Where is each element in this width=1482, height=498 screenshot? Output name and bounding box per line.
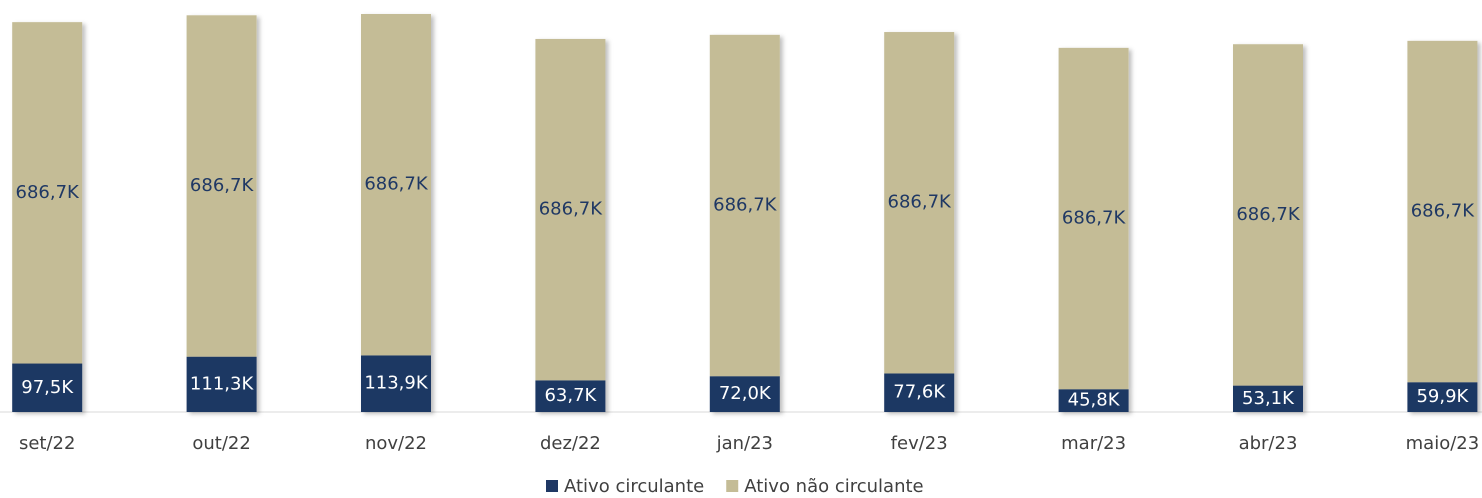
bar-segment <box>535 38 606 381</box>
data-label: 686,7K <box>364 174 429 195</box>
x-tick-label: maio/23 <box>1406 433 1480 454</box>
bar-stack <box>709 34 780 412</box>
data-label: 59,9K <box>1416 386 1469 407</box>
bar-stack <box>1058 47 1129 412</box>
bar-segment <box>361 355 431 412</box>
bar-segment <box>12 363 83 412</box>
data-label: 686,7K <box>888 192 953 213</box>
data-label: 686,7K <box>539 199 604 220</box>
x-tick-label: dez/22 <box>540 433 601 454</box>
bar-segment <box>12 22 83 364</box>
data-label: 111,3K <box>190 373 255 394</box>
x-tick-label: nov/22 <box>365 433 427 454</box>
x-tick-label: set/22 <box>19 433 75 454</box>
bar-stack <box>12 22 83 412</box>
x-tick-label: jan/23 <box>716 433 773 454</box>
x-tick-label: out/22 <box>192 433 250 454</box>
x-tick-label: abr/23 <box>1239 433 1298 454</box>
bar-segment <box>186 356 257 412</box>
bar-segment <box>535 380 606 412</box>
bar-segment <box>1407 382 1478 412</box>
data-label: 686,7K <box>1062 208 1127 229</box>
data-label: 63,7K <box>544 385 597 406</box>
legend-swatch <box>546 480 558 492</box>
data-label: 113,9K <box>364 373 429 394</box>
data-label: 97,5K <box>21 377 74 398</box>
data-label: 686,7K <box>16 182 81 203</box>
bar-segment <box>1058 389 1129 412</box>
bar-stack <box>884 32 955 412</box>
x-tick-label: fev/23 <box>891 433 948 454</box>
legend-label: Ativo não circulante <box>744 476 923 497</box>
data-label: 686,7K <box>1236 204 1301 225</box>
data-label: 686,7K <box>190 175 255 196</box>
bar-stack <box>535 38 606 412</box>
bar-stack <box>186 15 257 412</box>
legend-swatch <box>726 480 739 492</box>
bar-stack <box>361 14 431 412</box>
data-label: 72,0K <box>719 383 772 404</box>
data-label: 77,6K <box>893 382 946 403</box>
bar-stack <box>1233 44 1303 412</box>
data-label: 53,1K <box>1242 388 1295 409</box>
bar-segment <box>884 373 955 412</box>
bar-segment <box>361 14 431 356</box>
data-label: 45,8K <box>1068 390 1121 411</box>
bar-stack <box>1407 40 1478 412</box>
bar-segment <box>884 32 955 374</box>
bar-segment <box>709 376 780 412</box>
bar-segment <box>1407 40 1478 383</box>
data-label: 686,7K <box>1411 201 1476 222</box>
data-label: 686,7K <box>713 195 778 216</box>
bar-segment <box>1233 44 1303 386</box>
legend-label: Ativo circulante <box>564 476 704 497</box>
x-tick-label: mar/23 <box>1061 433 1126 454</box>
bar-segment <box>1058 47 1129 390</box>
bar-segment <box>709 34 780 377</box>
bar-segment <box>186 15 257 357</box>
bar-segment <box>1233 385 1303 412</box>
